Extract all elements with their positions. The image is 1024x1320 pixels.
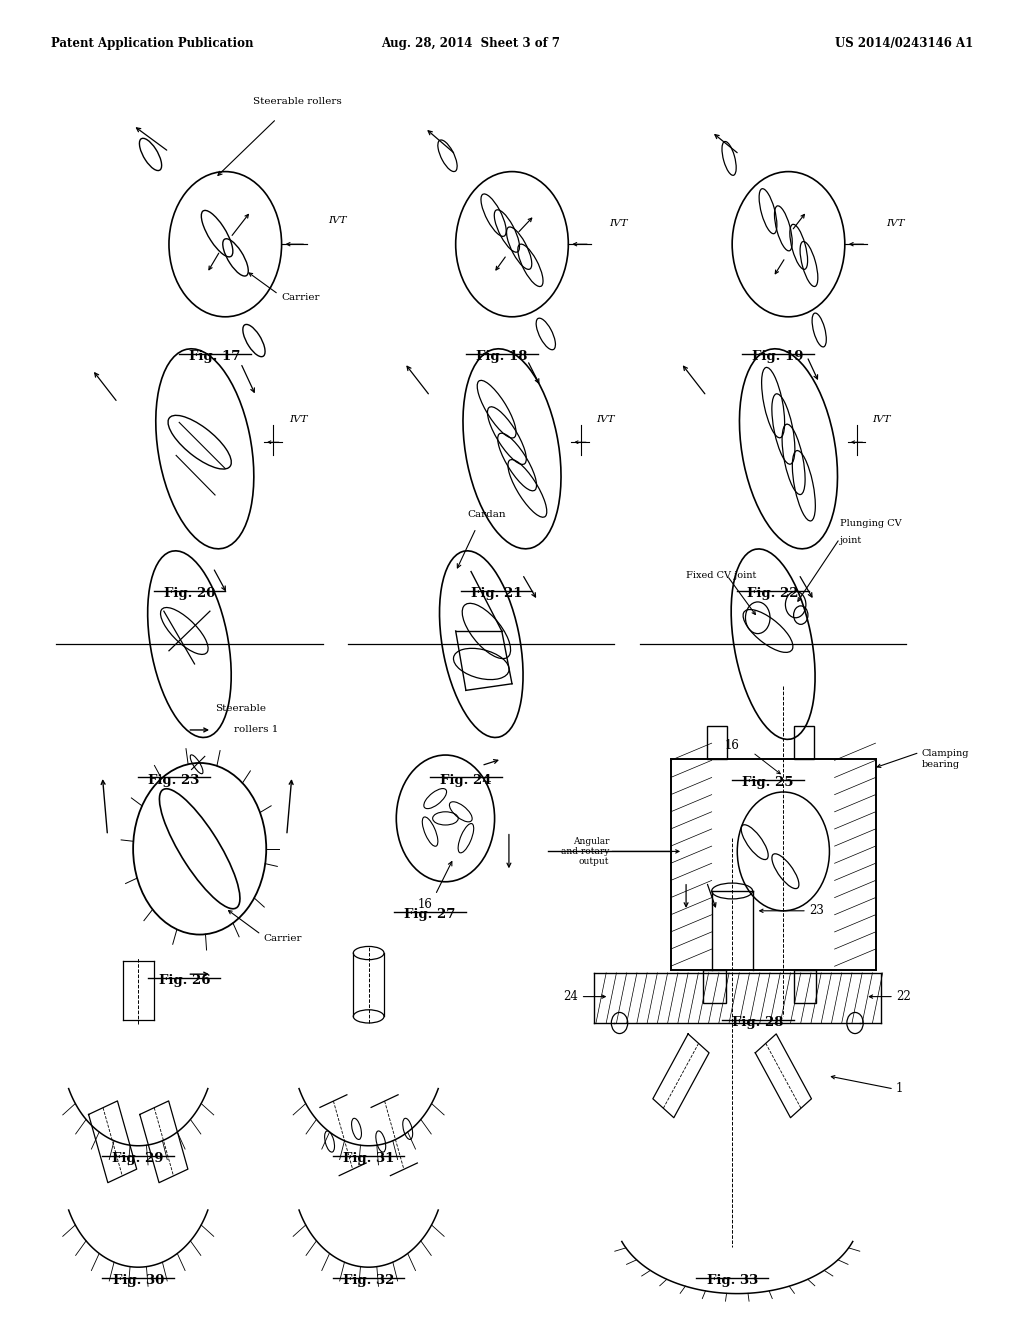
Text: Fig. 21: Fig. 21: [471, 587, 522, 601]
Text: IVT: IVT: [328, 216, 346, 224]
Text: Fig. 31: Fig. 31: [343, 1152, 394, 1166]
Text: 1: 1: [896, 1082, 903, 1096]
Text: 16: 16: [725, 739, 739, 752]
Text: IVT: IVT: [609, 219, 628, 227]
Text: Angular
and rotary
output: Angular and rotary output: [561, 837, 609, 866]
Text: Fig. 19: Fig. 19: [753, 350, 804, 363]
Text: Fig. 18: Fig. 18: [476, 350, 527, 363]
Text: IVT: IVT: [596, 416, 614, 424]
Text: IVT: IVT: [872, 416, 891, 424]
Text: Carrier: Carrier: [263, 935, 302, 942]
Text: Fig. 20: Fig. 20: [164, 587, 215, 601]
Text: Fig. 29: Fig. 29: [113, 1152, 164, 1166]
Text: US 2014/0243146 A1: US 2014/0243146 A1: [835, 37, 973, 50]
Text: Aug. 28, 2014  Sheet 3 of 7: Aug. 28, 2014 Sheet 3 of 7: [382, 37, 560, 50]
Text: 23: 23: [809, 904, 824, 917]
Text: Fixed CV joint: Fixed CV joint: [686, 572, 757, 579]
Text: 16: 16: [418, 898, 432, 911]
Text: Fig. 32: Fig. 32: [343, 1274, 394, 1287]
Text: Fig. 30: Fig. 30: [113, 1274, 164, 1287]
Text: IVT: IVT: [289, 416, 307, 424]
Text: Plunging CV: Plunging CV: [840, 519, 901, 528]
Text: Fig. 22: Fig. 22: [748, 587, 799, 601]
Text: Steerable rollers: Steerable rollers: [253, 96, 341, 106]
Text: Fig. 26: Fig. 26: [159, 974, 210, 987]
Text: Clamping
bearing: Clamping bearing: [922, 750, 969, 768]
Text: Fig. 25: Fig. 25: [742, 776, 794, 789]
Text: Carrier: Carrier: [282, 293, 321, 301]
Text: Fig. 27: Fig. 27: [404, 908, 456, 921]
Text: 24: 24: [563, 990, 579, 1003]
Text: Fig. 23: Fig. 23: [148, 774, 200, 787]
Text: Cardan: Cardan: [467, 510, 506, 519]
Text: 22: 22: [896, 990, 910, 1003]
Text: Patent Application Publication: Patent Application Publication: [51, 37, 254, 50]
Text: rollers 1: rollers 1: [233, 725, 279, 734]
Text: IVT: IVT: [886, 219, 904, 227]
Text: Fig. 28: Fig. 28: [732, 1016, 783, 1030]
Text: Steerable: Steerable: [215, 704, 266, 713]
Text: joint: joint: [840, 536, 862, 545]
Text: Fig. 17: Fig. 17: [189, 350, 241, 363]
Text: Fig. 33: Fig. 33: [707, 1274, 758, 1287]
Text: Fig. 24: Fig. 24: [440, 774, 492, 787]
